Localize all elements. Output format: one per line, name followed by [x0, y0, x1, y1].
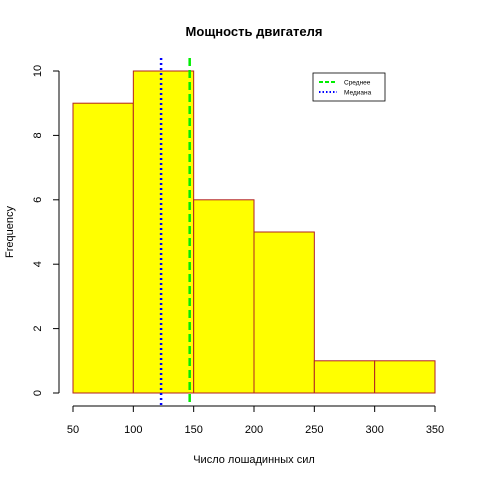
histogram-bar-4	[253, 231, 315, 394]
y-tick-label: 10	[32, 65, 44, 77]
x-tick-label: 50	[67, 424, 79, 436]
legend-label-mean: Среднее	[344, 80, 371, 87]
y-axis: 0 2 4 6 8 10	[32, 65, 60, 396]
y-tick-label: 6	[32, 197, 44, 203]
y-axis-label: Frequency	[4, 206, 16, 258]
x-axis-label: Число лошадинных сил	[193, 454, 315, 466]
y-tick-label: 0	[32, 390, 44, 396]
histogram-bar-1	[72, 102, 134, 394]
x-axis: 50 100 150 200 250 300 350	[67, 405, 444, 436]
x-tick-label: 250	[305, 424, 323, 436]
x-tick-label: 350	[426, 424, 444, 436]
legend: Среднее Медиана	[312, 72, 386, 102]
y-tick-label: 8	[32, 132, 44, 138]
y-tick-label: 4	[32, 261, 44, 267]
histogram-bar-5	[313, 360, 376, 394]
histogram-bar-2	[132, 70, 195, 394]
legend-label-median: Медиана	[344, 90, 372, 97]
histogram-bar-6	[374, 360, 436, 394]
x-tick-label: 300	[365, 424, 383, 436]
histogram-bar-3	[193, 199, 255, 394]
chart-title: Мощность двигателя	[186, 24, 323, 39]
x-tick-label: 200	[245, 424, 263, 436]
reference-lines-group	[159, 58, 191, 406]
legend-box	[312, 72, 386, 102]
y-tick-label: 2	[32, 326, 44, 332]
bars-group	[72, 70, 436, 394]
x-tick-label: 150	[184, 424, 202, 436]
x-tick-label: 100	[124, 424, 142, 436]
